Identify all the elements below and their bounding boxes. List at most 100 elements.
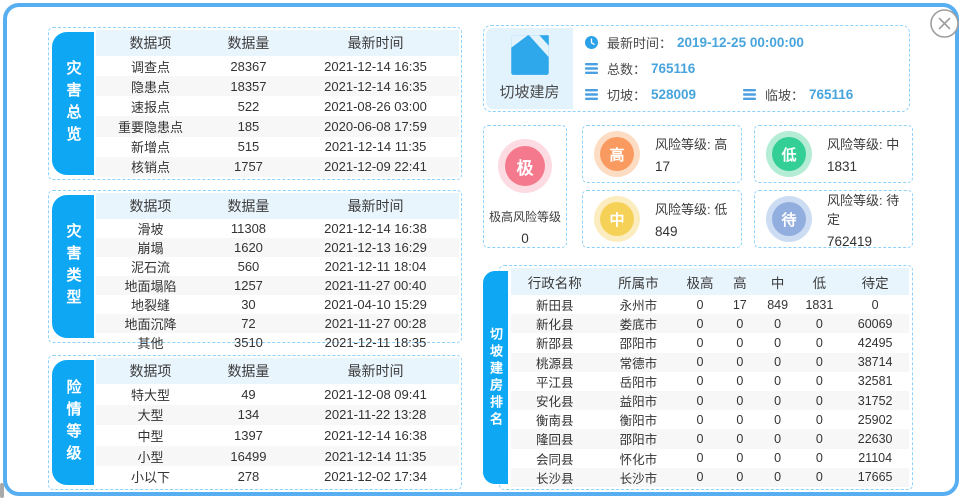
table-cell: 长沙县 — [536, 471, 574, 486]
table-cell: 0 — [696, 297, 704, 312]
column-header: 待定 — [841, 268, 909, 295]
table-cell: 0 — [736, 470, 744, 485]
table-cell: 60069 — [857, 316, 893, 331]
risk-value: 1831 — [827, 159, 858, 174]
table-cell: 2021-12-14 11:35 — [324, 448, 427, 464]
stat-label: 最新时间： — [607, 35, 673, 51]
risk-badge-halo: 待 — [766, 196, 812, 242]
table-cell: 3510 — [233, 335, 263, 350]
clock-icon — [585, 35, 598, 49]
table-cell: 2021-12-14 16:35 — [324, 58, 427, 74]
panel-cutslope-info: 切坡建房 最新时间： 2019-12-25 00:00:00 总数： 76511… — [483, 25, 910, 112]
table-cell: 0 — [815, 412, 823, 427]
risk-badge-halo: 极 — [498, 139, 552, 193]
panel-cutslope-ranking: 切坡建房排名 行政名称 所属市 极高高中低待定 新田县 永州市 0 17 849 1831 0 新… — [483, 265, 913, 490]
risk-badge-low: 低 — [772, 137, 806, 171]
table-cell: 17 — [732, 297, 747, 312]
table-row: 大型 134 2021-11-22 13:28 — [96, 404, 459, 426]
table-cell: 2021-08-26 03:00 — [324, 98, 427, 114]
column-header: 最新时间 — [292, 30, 459, 56]
table-row: 新化县 娄底市 0 0 0 0 60069 — [511, 314, 909, 334]
stat-value: 765116 — [651, 60, 696, 76]
list-icon — [585, 89, 598, 101]
table-cell: 31752 — [857, 393, 893, 408]
risk-label: 极高风险等级 — [488, 210, 561, 224]
table-cell: 会同县 — [536, 452, 574, 467]
table-cell: 11308 — [230, 221, 267, 236]
risk-label: 风险等级: 低 — [655, 202, 728, 217]
table-cell: 桃源县 — [536, 356, 574, 371]
stat-cut-slope: 切坡： 528009 — [585, 85, 743, 104]
close-button[interactable] — [929, 8, 960, 39]
table-cell: 0 — [696, 374, 704, 389]
table-row: 安化县 益阳市 0 0 0 0 31752 — [511, 390, 909, 411]
table-row: 崩塌 1620 2021-12-13 16:29 — [96, 238, 459, 257]
risk-label: 风险等级: 待定 — [827, 192, 900, 227]
stat-total: 总数： 765116 — [585, 59, 695, 78]
risk-label: 风险等级: 中 — [827, 137, 900, 152]
table-row: 新田县 永州市 0 17 849 1831 0 — [511, 295, 909, 314]
table-cell: 17665 — [857, 470, 893, 485]
list-icon — [585, 62, 598, 74]
stat-latest-time: 最新时间： 2019-12-25 00:00:00 — [585, 33, 804, 52]
table-row: 隆回县 邵阳市 0 0 0 0 22630 — [511, 429, 909, 449]
column-header: 数据项 — [96, 193, 205, 219]
risk-card-low-badge: 低 风险等级: 中 1831 — [754, 125, 913, 183]
table-cell: 新化县 — [536, 318, 574, 333]
table-cell: 0 — [696, 355, 704, 370]
table-cell: 2021-11-27 00:28 — [324, 316, 427, 331]
risk-text: 风险等级: 低 849 — [655, 199, 727, 239]
table-cell: 常德市 — [619, 356, 658, 371]
column-header: 行政名称 — [511, 268, 599, 295]
table-cell: 调查点 — [130, 59, 170, 75]
table-row: 衡南县 衡阳市 0 0 0 0 25902 — [511, 410, 909, 429]
table-cell: 522 — [237, 98, 260, 114]
table-row: 会同县 怀化市 0 0 0 0 21104 — [511, 449, 909, 468]
table-cell: 0 — [696, 316, 704, 331]
table-cell: 0 — [774, 355, 782, 370]
panel-tab-disaster-overview: 灾害总览 — [52, 32, 94, 175]
stat-value: 528009 — [651, 87, 697, 103]
risk-badge-halo: 中 — [594, 196, 640, 242]
risk-value: 849 — [655, 224, 678, 239]
table-header-row: 数据项 数据量 最新时间 — [96, 193, 459, 219]
table-cell: 地裂缝 — [130, 298, 170, 313]
table-cell: 1257 — [233, 278, 263, 293]
table-cell: 0 — [774, 470, 782, 485]
table-cell: 25902 — [857, 412, 893, 427]
table-cell: 怀化市 — [619, 452, 658, 467]
cutslope-ranking-table: 行政名称 所属市 极高高中低待定 新田县 永州市 0 17 849 1831 0 新化县 娄底市 0 0… — [511, 268, 909, 487]
table-cell: 0 — [774, 431, 782, 446]
table-row: 中型 1397 2021-12-14 16:38 — [96, 425, 459, 446]
table-cell: 560 — [237, 259, 260, 274]
table-cell: 32581 — [857, 374, 893, 389]
table-cell: 岳阳市 — [619, 375, 658, 390]
table-cell: 娄底市 — [619, 318, 658, 333]
table-cell: 1831 — [805, 297, 834, 312]
table-cell: 1397 — [233, 427, 263, 443]
table-cell: 0 — [815, 316, 823, 331]
table-cell: 42495 — [857, 335, 893, 350]
table-cell: 0 — [736, 451, 744, 466]
table-cell: 2021-11-27 00:40 — [324, 278, 427, 293]
table-cell: 隐患点 — [130, 79, 170, 95]
table-cell: 新增点 — [130, 140, 170, 156]
table-cell: 地面沉降 — [124, 317, 177, 332]
table-cell: 邵阳市 — [619, 433, 658, 448]
panel-tab-cutslope-ranking: 切坡建房排名 — [483, 271, 508, 484]
table-cell: 22630 — [857, 431, 893, 446]
stat-value: 2019-12-25 00:00:00 — [677, 34, 804, 50]
table-cell: 永州市 — [619, 299, 658, 314]
table-cell: 2021-12-02 17:34 — [324, 469, 427, 485]
risk-badge-extreme: 极 — [505, 146, 545, 186]
table-cell: 隆回县 — [536, 433, 574, 448]
panel-border — [499, 265, 913, 490]
stat-row: 切坡： 528009 临坡： 765116 — [585, 85, 904, 104]
risk-badge-halo: 低 — [766, 131, 812, 177]
table-cell: 0 — [736, 393, 744, 408]
table-cell: 安化县 — [536, 395, 574, 410]
table-cell: 278 — [237, 469, 260, 485]
column-header: 高 — [721, 268, 758, 295]
table-cell: 18357 — [230, 78, 267, 94]
table-cell: 平江县 — [536, 375, 574, 390]
